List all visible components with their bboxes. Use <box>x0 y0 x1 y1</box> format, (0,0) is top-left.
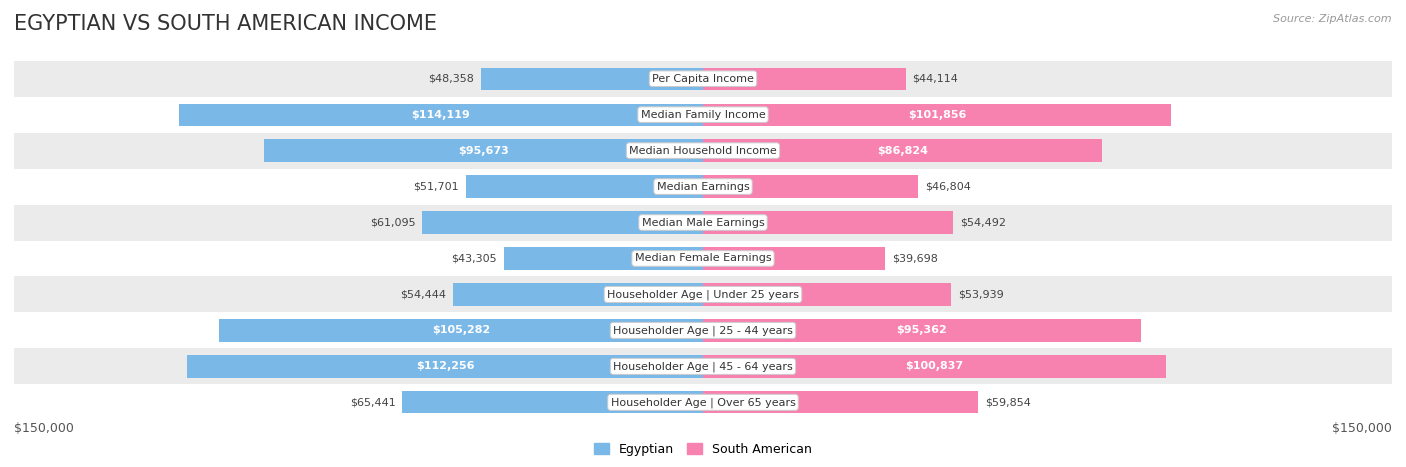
Bar <box>14 133 1392 169</box>
Bar <box>179 104 703 126</box>
Text: Median Male Earnings: Median Male Earnings <box>641 218 765 227</box>
Text: $39,698: $39,698 <box>893 254 938 263</box>
Bar <box>14 241 1392 276</box>
Bar <box>703 176 918 198</box>
Text: $150,000: $150,000 <box>14 422 75 435</box>
Text: Householder Age | 25 - 44 years: Householder Age | 25 - 44 years <box>613 325 793 336</box>
Bar <box>14 384 1392 420</box>
Text: $112,256: $112,256 <box>416 361 474 371</box>
Text: $59,854: $59,854 <box>984 397 1031 407</box>
Text: Median Household Income: Median Household Income <box>628 146 778 156</box>
Bar <box>422 212 703 234</box>
Bar <box>481 68 703 90</box>
Text: $105,282: $105,282 <box>432 325 491 335</box>
Text: $86,824: $86,824 <box>877 146 928 156</box>
Text: $48,358: $48,358 <box>429 74 474 84</box>
Text: $65,441: $65,441 <box>350 397 395 407</box>
Bar <box>703 391 979 413</box>
Bar <box>703 212 953 234</box>
Bar <box>187 355 703 377</box>
Text: $53,939: $53,939 <box>957 290 1004 299</box>
Bar <box>219 319 703 341</box>
Text: Householder Age | Over 65 years: Householder Age | Over 65 years <box>610 397 796 408</box>
Text: $46,804: $46,804 <box>925 182 970 191</box>
Bar <box>14 312 1392 348</box>
Bar <box>505 248 703 269</box>
Text: $54,444: $54,444 <box>401 290 446 299</box>
Text: Median Female Earnings: Median Female Earnings <box>634 254 772 263</box>
Legend: Egyptian, South American: Egyptian, South American <box>589 438 817 461</box>
Text: $150,000: $150,000 <box>1331 422 1392 435</box>
Bar <box>402 391 703 413</box>
Bar <box>703 68 905 90</box>
Bar <box>263 140 703 162</box>
Text: $44,114: $44,114 <box>912 74 959 84</box>
Bar <box>703 140 1102 162</box>
Text: $95,673: $95,673 <box>458 146 509 156</box>
Bar <box>703 319 1142 341</box>
Text: $61,095: $61,095 <box>370 218 416 227</box>
Text: Householder Age | Under 25 years: Householder Age | Under 25 years <box>607 289 799 300</box>
Text: $114,119: $114,119 <box>412 110 470 120</box>
Text: $51,701: $51,701 <box>413 182 458 191</box>
Text: EGYPTIAN VS SOUTH AMERICAN INCOME: EGYPTIAN VS SOUTH AMERICAN INCOME <box>14 14 437 34</box>
Bar <box>14 205 1392 241</box>
Bar <box>703 355 1166 377</box>
Bar <box>703 104 1171 126</box>
Text: Per Capita Income: Per Capita Income <box>652 74 754 84</box>
Bar <box>14 276 1392 312</box>
Bar <box>14 61 1392 97</box>
Text: Median Earnings: Median Earnings <box>657 182 749 191</box>
Bar <box>703 283 950 305</box>
Text: $54,492: $54,492 <box>960 218 1007 227</box>
Text: $43,305: $43,305 <box>451 254 498 263</box>
Bar <box>465 176 703 198</box>
Bar <box>453 283 703 305</box>
Bar <box>703 248 886 269</box>
Text: Source: ZipAtlas.com: Source: ZipAtlas.com <box>1274 14 1392 24</box>
Bar <box>14 97 1392 133</box>
Text: Householder Age | 45 - 64 years: Householder Age | 45 - 64 years <box>613 361 793 372</box>
Text: $95,362: $95,362 <box>897 325 948 335</box>
Bar <box>14 169 1392 205</box>
Text: Median Family Income: Median Family Income <box>641 110 765 120</box>
Text: $100,837: $100,837 <box>905 361 963 371</box>
Bar <box>14 348 1392 384</box>
Text: $101,856: $101,856 <box>908 110 966 120</box>
